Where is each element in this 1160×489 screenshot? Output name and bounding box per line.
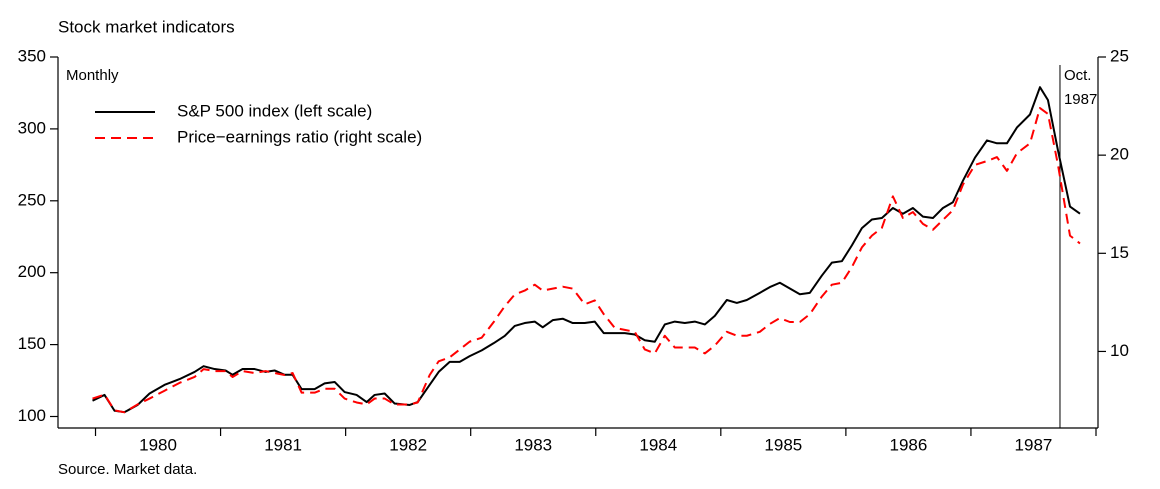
y2-tick-label: 15 — [1110, 243, 1129, 262]
x-tick-label: 1980 — [139, 435, 177, 454]
y-tick-label: 200 — [18, 262, 46, 281]
x-tick-label: 1986 — [889, 435, 927, 454]
series-line — [92, 107, 1081, 414]
x-tick-label: 1983 — [514, 435, 552, 454]
x-tick-label: 1985 — [764, 435, 802, 454]
source-note: Source. Market data. — [58, 461, 197, 478]
y-tick-label: 350 — [18, 46, 46, 65]
x-tick-label: 1982 — [389, 435, 427, 454]
x-tick-label: 1981 — [264, 435, 302, 454]
y-tick-label: 150 — [18, 334, 46, 353]
y2-tick-label: 25 — [1110, 46, 1129, 65]
y-tick-label: 250 — [18, 190, 46, 209]
legend-label: Price−earnings ratio (right scale) — [177, 127, 422, 146]
axes — [57, 57, 1099, 429]
y-tick-label: 100 — [18, 406, 46, 425]
x-tick-label: 1984 — [639, 435, 677, 454]
series-line — [92, 86, 1081, 414]
y-tick-label: 300 — [18, 118, 46, 137]
x-tick-label: 1987 — [1015, 435, 1053, 454]
y2-tick-label: 10 — [1110, 341, 1129, 360]
annotation-label: Oct. — [1064, 67, 1092, 84]
chart-title: Stock market indicators — [58, 17, 235, 36]
legend-label: S&P 500 index (left scale) — [177, 101, 372, 120]
y2-tick-label: 20 — [1110, 145, 1129, 164]
annotation-label: 1987 — [1064, 91, 1097, 108]
subtitle: Monthly — [66, 67, 119, 84]
